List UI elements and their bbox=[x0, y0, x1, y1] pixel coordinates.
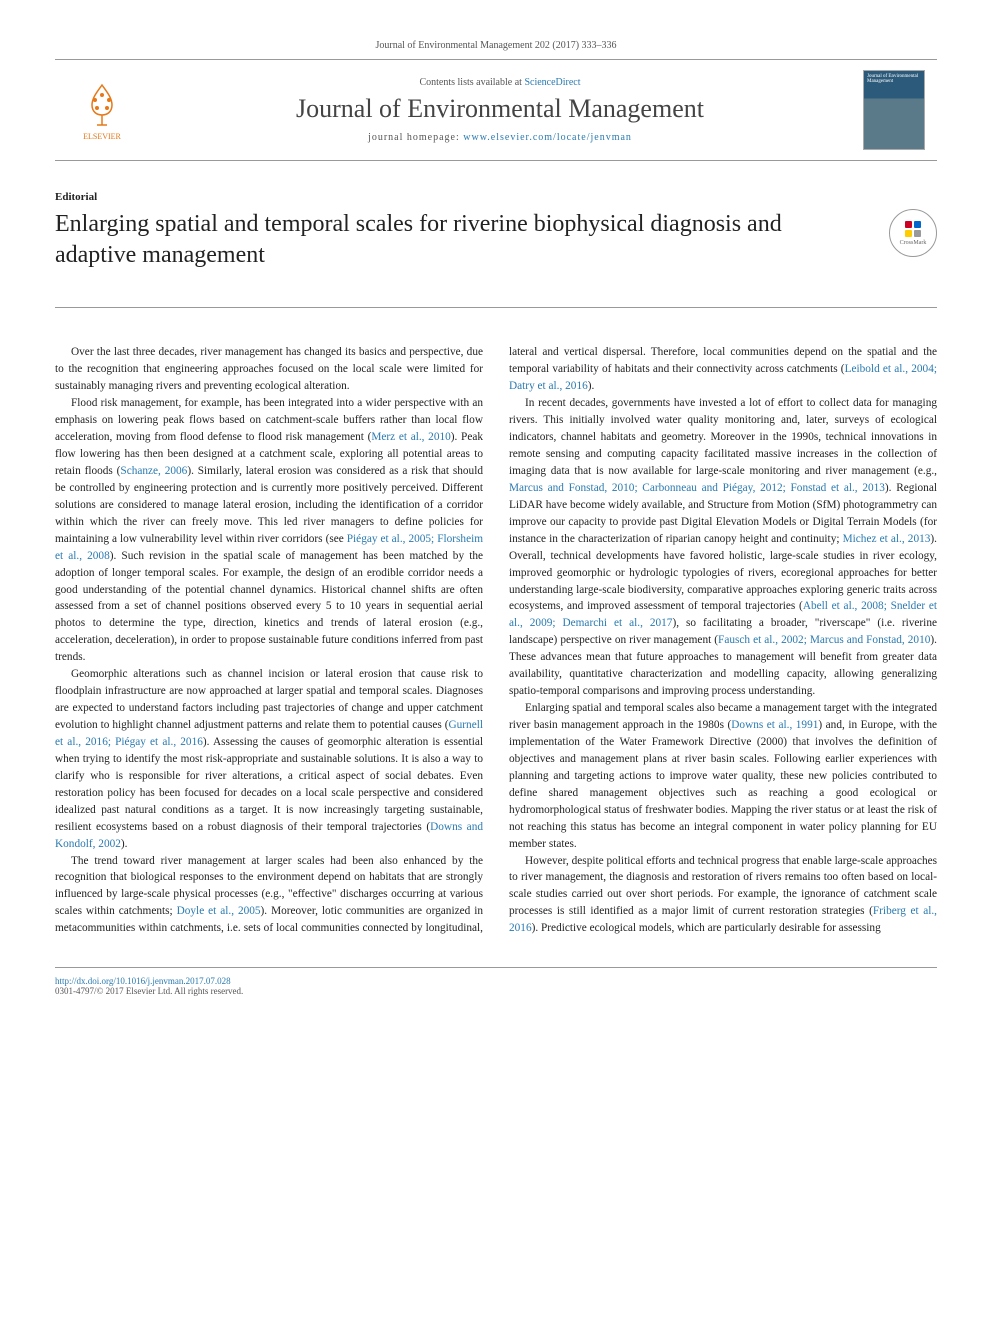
article-body: Over the last three decades, river manag… bbox=[55, 344, 937, 937]
paragraph: Enlarging spatial and temporal scales al… bbox=[509, 700, 937, 852]
journal-cover-thumbnail[interactable]: Journal of Environmental Management bbox=[863, 70, 925, 150]
elsevier-tree-icon bbox=[77, 80, 127, 130]
contents-prefix: Contents lists available at bbox=[419, 77, 524, 88]
homepage-link[interactable]: www.elsevier.com/locate/jenvman bbox=[463, 132, 632, 143]
citation-link[interactable]: Marcus and Fonstad, 2010; Carbonneau and… bbox=[509, 482, 885, 494]
homepage-label: journal homepage: bbox=[368, 132, 463, 143]
title-row: Enlarging spatial and temporal scales fo… bbox=[55, 209, 937, 308]
crossmark-badge[interactable]: CrossMark bbox=[889, 209, 937, 257]
journal-homepage-line: journal homepage: www.elsevier.com/locat… bbox=[137, 132, 863, 143]
paragraph: However, despite political efforts and t… bbox=[509, 853, 937, 938]
citation-link[interactable]: Doyle et al., 2005 bbox=[177, 905, 261, 917]
cover-text: Journal of Environmental Management bbox=[867, 74, 918, 84]
citation-link[interactable]: Merz et al., 2010 bbox=[371, 431, 450, 443]
paragraph: In recent decades, governments have inve… bbox=[509, 395, 937, 700]
paragraph: Flood risk management, for example, has … bbox=[55, 395, 483, 666]
crossmark-label: CrossMark bbox=[900, 240, 927, 246]
crossmark-icon bbox=[904, 220, 922, 238]
citation-link[interactable]: Michez et al., 2013 bbox=[843, 533, 931, 545]
journal-title: Journal of Environmental Management bbox=[137, 94, 863, 124]
citation-link[interactable]: Schanze, 2006 bbox=[120, 465, 187, 477]
page-footer: http://dx.doi.org/10.1016/j.jenvman.2017… bbox=[55, 967, 937, 996]
paragraph: Over the last three decades, river manag… bbox=[55, 344, 483, 395]
masthead: ELSEVIER Contents lists available at Sci… bbox=[55, 59, 937, 161]
issn-copyright: 0301-4797/© 2017 Elsevier Ltd. All right… bbox=[55, 986, 937, 996]
publisher-name: ELSEVIER bbox=[67, 132, 137, 141]
citation-link[interactable]: Fausch et al., 2002; Marcus and Fonstad,… bbox=[718, 634, 930, 646]
elsevier-logo[interactable]: ELSEVIER bbox=[67, 80, 137, 141]
paragraph: Geomorphic alterations such as channel i… bbox=[55, 666, 483, 852]
article-type: Editorial bbox=[55, 191, 937, 203]
sciencedirect-link[interactable]: ScienceDirect bbox=[524, 77, 580, 88]
citation-link[interactable]: Downs et al., 1991 bbox=[731, 719, 818, 731]
journal-citation-header: Journal of Environmental Management 202 … bbox=[55, 40, 937, 51]
doi-link[interactable]: http://dx.doi.org/10.1016/j.jenvman.2017… bbox=[55, 976, 937, 986]
masthead-center: Contents lists available at ScienceDirec… bbox=[137, 77, 863, 143]
article-title: Enlarging spatial and temporal scales fo… bbox=[55, 209, 879, 271]
contents-available-line: Contents lists available at ScienceDirec… bbox=[137, 77, 863, 88]
